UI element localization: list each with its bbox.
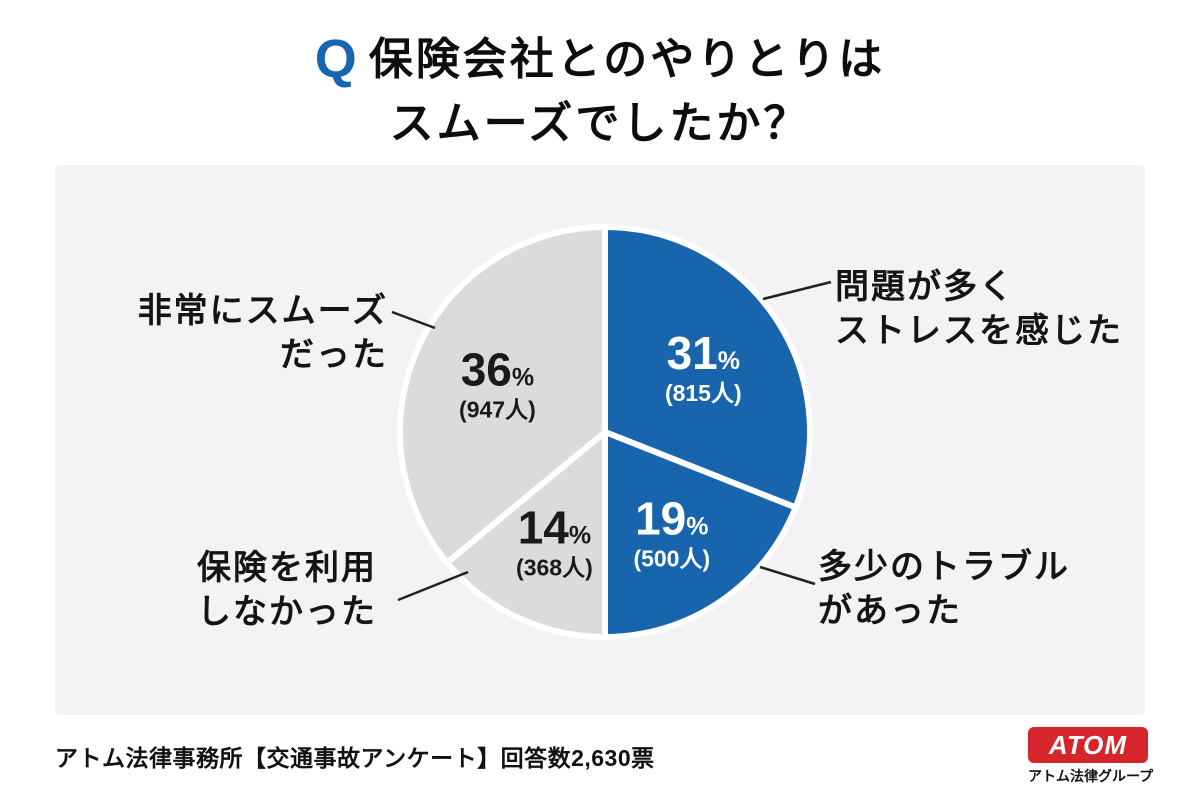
callout-line: 問題が多く <box>835 268 1015 306</box>
callout-line: だった <box>280 336 388 374</box>
title-text-1: 保険会社とのやりとりは <box>368 35 886 84</box>
page-title: Q 保険会社とのやりとりは スムーズでしたか？ <box>0 30 1200 153</box>
pie-slice-4 <box>397 224 608 566</box>
atom-logo-text: ATOM <box>1048 730 1128 760</box>
callout-line: 多少のトラブル <box>818 548 1070 586</box>
question-mark-logo: Q <box>314 29 357 89</box>
title-line-1: Q 保険会社とのやりとりは <box>0 30 1200 89</box>
pie-label-count-3: (368人) <box>516 555 593 581</box>
title-text-2: スムーズでしたか？ <box>389 99 811 148</box>
pie-label-percent-1: 31% <box>667 327 740 379</box>
callout-label-no-insurance: 保険を利用 しなかった <box>197 546 377 634</box>
atom-logo: ATOM アトム法律グループ <box>1028 727 1154 786</box>
pie-label-percent-4: 36% <box>461 343 534 395</box>
source-text: アトム法律事務所【交通事故アンケート】回答数2,630票 <box>55 745 655 771</box>
pie-label-count-1: (815人) <box>665 380 742 406</box>
atom-logo-caption: アトム法律グループ <box>1028 768 1154 784</box>
pie-chart: 31%(815人) 19%(500人) 14%(368人) 36%(947人) <box>397 224 813 640</box>
callout-label-very-smooth: 非常にスムーズ だった <box>138 289 388 377</box>
pie-label-count-4: (947人) <box>459 396 536 422</box>
callout-line: ストレスを感じた <box>835 312 1123 350</box>
pie-label-percent-2: 19% <box>635 492 708 544</box>
callout-label-some-trouble: 多少のトラブル があった <box>818 545 1070 633</box>
callout-line: 非常にスムーズ <box>137 292 388 330</box>
callout-line: があった <box>818 592 962 630</box>
pie-slice-2 <box>602 429 799 640</box>
pie-label-percent-3: 14% <box>518 502 591 554</box>
pie-slice-1 <box>602 224 813 511</box>
callout-line: しなかった <box>197 593 377 631</box>
pie-label-count-2: (500人) <box>633 545 710 571</box>
atom-logo-badge: ATOM <box>1028 727 1148 763</box>
callout-line: 保険を利用 <box>197 549 377 587</box>
chart-panel: 31% (815人) 19% (500人) 14% (368人) 36% (947人) 問題が… <box>55 165 1145 715</box>
callout-label-stress: 問題が多く ストレスを感じた <box>835 265 1123 353</box>
